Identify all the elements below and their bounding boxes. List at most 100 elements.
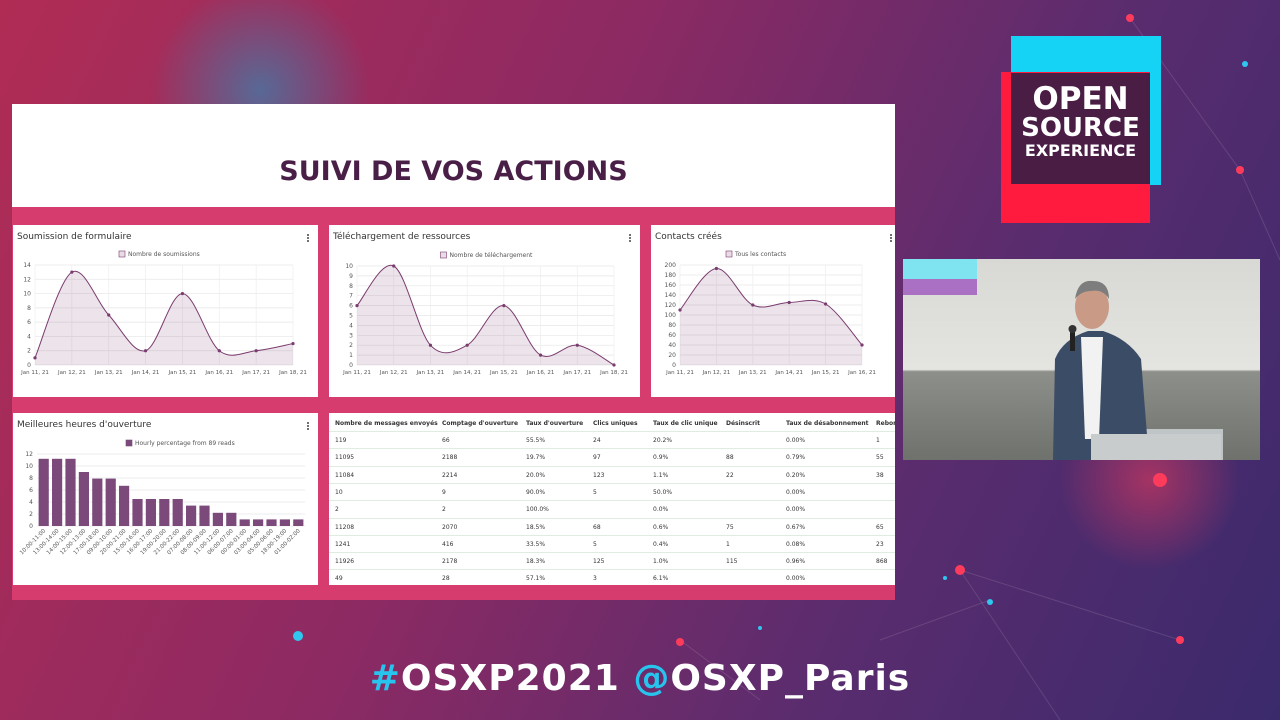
y-tick-label: 4 bbox=[29, 499, 33, 506]
chart-panel: Meilleures heures d'ouverture Hourly perc… bbox=[13, 413, 318, 585]
y-tick-label: 160 bbox=[665, 282, 677, 289]
table-cell: 0.20% bbox=[786, 471, 806, 479]
menu-icon[interactable] bbox=[629, 234, 631, 243]
chart-title: Contacts créés bbox=[655, 232, 722, 242]
bar bbox=[199, 505, 210, 526]
table-cell: 0.00% bbox=[786, 506, 806, 514]
legend-label: Nombre de soumissions bbox=[128, 251, 200, 258]
y-tick-label: 7 bbox=[349, 293, 353, 300]
column-header: Comptage d'ouverture bbox=[442, 420, 519, 427]
legend-label: Hourly percentage from 89 reads bbox=[135, 440, 235, 447]
row-divider bbox=[329, 569, 895, 571]
x-tick-label: Jan 12, 21 bbox=[379, 370, 408, 376]
table-cell: 3 bbox=[593, 575, 597, 583]
point bbox=[70, 270, 74, 274]
x-tick-label: Jan 11, 21 bbox=[20, 370, 49, 376]
logo-line: OPEN bbox=[1032, 81, 1129, 117]
point bbox=[355, 304, 359, 308]
y-tick-label: 4 bbox=[349, 322, 353, 329]
x-tick-label: Jan 17, 21 bbox=[562, 370, 591, 376]
point bbox=[751, 303, 755, 307]
table-cell: 1.0% bbox=[653, 558, 669, 566]
legend-label: Nombre de téléchargement bbox=[450, 252, 534, 259]
legend-swatch bbox=[440, 251, 447, 259]
slide-title: SUIVI DE VOS ACTIONS bbox=[279, 156, 628, 187]
table-cell: 49 bbox=[335, 575, 343, 583]
point bbox=[678, 308, 682, 312]
table-cell: 0.9% bbox=[653, 454, 669, 462]
point bbox=[254, 349, 258, 353]
table-cell: 1.1% bbox=[653, 471, 669, 479]
x-tick-label: Jan 14, 21 bbox=[452, 370, 481, 376]
table-cell: 416 bbox=[442, 540, 454, 548]
bar bbox=[172, 499, 183, 526]
y-tick-label: 3 bbox=[349, 332, 353, 339]
x-tick-label: Jan 13, 21 bbox=[416, 370, 445, 376]
point bbox=[465, 343, 469, 347]
y-tick-label: 6 bbox=[349, 303, 353, 310]
x-tick-label: Jan 12, 21 bbox=[702, 370, 731, 376]
table-cell: 2188 bbox=[442, 454, 458, 462]
menu-icon[interactable] bbox=[307, 422, 309, 431]
table-cell: 0.96% bbox=[786, 558, 806, 566]
legend-swatch bbox=[125, 439, 133, 447]
footer-text: OSXP2021 bbox=[400, 658, 634, 699]
table-cell: 11926 bbox=[335, 558, 355, 566]
area bbox=[357, 265, 614, 365]
point bbox=[612, 363, 616, 367]
table-cell: 1241 bbox=[335, 540, 351, 548]
legend-swatch bbox=[118, 250, 126, 258]
slide: SUIVI DE VOS ACTIONS Soumission de formu… bbox=[12, 104, 895, 600]
table-cell: 100.0% bbox=[526, 506, 549, 514]
y-tick-label: 20 bbox=[668, 352, 676, 359]
y-tick-label: 80 bbox=[668, 322, 676, 329]
x-tick-label: Jan 15, 21 bbox=[811, 370, 840, 376]
y-tick-label: 14 bbox=[23, 262, 31, 269]
x-tick-label: Jan 13, 21 bbox=[94, 370, 123, 376]
table-cell: 11084 bbox=[335, 471, 355, 479]
y-tick-label: 180 bbox=[665, 272, 677, 279]
y-tick-label: 120 bbox=[665, 302, 677, 309]
chart-panel: Soumission de formulaire Nombre de soumis… bbox=[13, 225, 318, 397]
table-cell: 38 bbox=[876, 471, 884, 479]
bar bbox=[145, 499, 156, 526]
table-cell: 125 bbox=[593, 558, 605, 566]
chart: Nombre de soumissions 0 2 4 6 8 10 12 14 Jan 11, … bbox=[20, 250, 307, 376]
chart-title: Soumission de formulaire bbox=[17, 232, 132, 242]
x-tick-label: Jan 15, 21 bbox=[168, 370, 197, 376]
menu-icon[interactable] bbox=[890, 234, 892, 243]
y-tick-label: 200 bbox=[665, 262, 677, 269]
y-tick-label: 60 bbox=[668, 332, 676, 339]
table-cell: 55.5% bbox=[526, 437, 546, 444]
y-tick-label: 5 bbox=[349, 313, 353, 320]
table-cell: 115 bbox=[726, 558, 738, 566]
y-tick-label: 6 bbox=[27, 319, 31, 326]
bar bbox=[266, 519, 277, 526]
bar bbox=[105, 478, 116, 526]
table-cell: 9 bbox=[442, 488, 446, 496]
point bbox=[143, 349, 148, 353]
row-divider bbox=[329, 482, 895, 484]
column-header: Désinscrit bbox=[726, 420, 760, 427]
table-cell: 20.2% bbox=[653, 437, 673, 444]
row-divider bbox=[329, 465, 895, 467]
chart: Tous les contacts 0 20 40 60 80 100 120 140 160 18… bbox=[665, 250, 876, 376]
x-tick-label: Jan 16, 21 bbox=[204, 370, 233, 376]
point bbox=[714, 266, 718, 271]
menu-icon[interactable] bbox=[307, 234, 309, 243]
row-divider bbox=[329, 552, 895, 554]
point bbox=[33, 356, 37, 360]
chart-panel: Téléchargement de ressources Nombre de té… bbox=[329, 225, 640, 397]
bar bbox=[239, 519, 250, 526]
table-cell: 10 bbox=[335, 488, 343, 496]
y-tick-label: 0 bbox=[29, 523, 33, 530]
bar bbox=[132, 499, 143, 526]
row-divider bbox=[329, 534, 895, 536]
chart-title: Meilleures heures d'ouverture bbox=[17, 420, 152, 430]
column-header: Taux de désabonnement bbox=[786, 420, 869, 427]
table-cell: 75 bbox=[726, 523, 734, 531]
y-tick-label: 8 bbox=[349, 283, 353, 290]
point bbox=[575, 343, 579, 347]
table-cell: 2 bbox=[442, 506, 446, 514]
table-cell: 19.7% bbox=[526, 454, 546, 462]
